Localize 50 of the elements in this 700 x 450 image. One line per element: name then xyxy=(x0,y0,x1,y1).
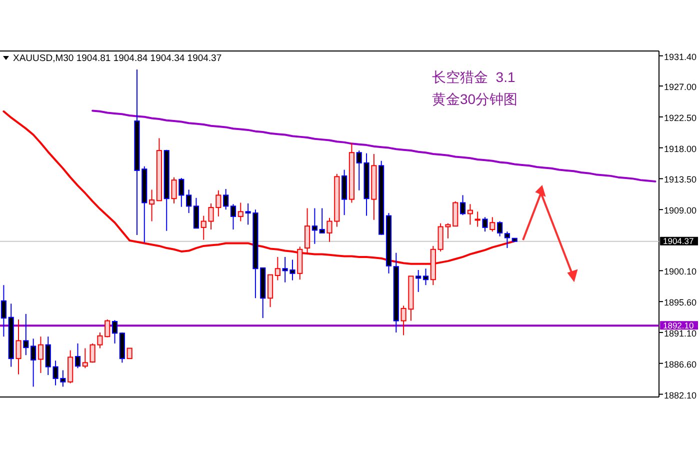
candlestick xyxy=(304,208,310,254)
candlestick xyxy=(38,336,44,374)
candlestick xyxy=(474,211,480,228)
candlestick xyxy=(0,284,6,338)
candlestick xyxy=(342,169,348,216)
y-tick-label: 1895.60 xyxy=(664,298,697,308)
ref-line: 1892.10 xyxy=(0,320,698,330)
candlestick xyxy=(230,204,236,230)
candlestick xyxy=(112,320,118,344)
y-tick-label: 1900.10 xyxy=(664,266,697,277)
y-tick-label: 1922.50 xyxy=(664,112,697,123)
candlestick xyxy=(82,348,88,369)
candlestick xyxy=(178,178,184,208)
y-tick-label: 1913.50 xyxy=(664,174,697,185)
y-tick-label: 1931.40 xyxy=(664,52,697,62)
candlestick xyxy=(422,268,429,286)
ref-line-label: 1904.37 xyxy=(663,236,694,246)
y-tick-label: 1927.00 xyxy=(664,82,697,92)
candlestick xyxy=(148,189,155,222)
y-tick-label: 1909.00 xyxy=(664,206,697,216)
candlestick xyxy=(238,202,244,222)
candlestick xyxy=(274,256,280,281)
line-series xyxy=(92,110,656,182)
annotation: 黄金30分钟图 xyxy=(432,91,518,107)
candlestick xyxy=(482,216,488,232)
candlestick xyxy=(23,313,29,356)
candlestick xyxy=(319,208,325,234)
ref-line-label: 1892.10 xyxy=(663,320,694,330)
candlestick xyxy=(416,269,422,292)
y-tick-label: 1891.10 xyxy=(664,328,697,338)
candlestick xyxy=(312,208,318,244)
candlestick xyxy=(193,197,200,229)
y-tick-label: 1918.00 xyxy=(664,144,697,154)
candlestick xyxy=(16,318,22,375)
candlestick xyxy=(126,348,132,360)
candlestick xyxy=(186,189,192,214)
candlestick xyxy=(497,220,503,237)
candlestick xyxy=(223,188,229,210)
candlestick xyxy=(460,194,466,216)
candlestick xyxy=(467,204,473,226)
y-tick-label: 1886.60 xyxy=(664,359,697,370)
candlestick xyxy=(267,274,274,308)
candlestick xyxy=(504,231,510,249)
candlestick xyxy=(171,176,177,204)
y-tick-label: 1882.10 xyxy=(664,390,697,400)
candlestick xyxy=(30,338,36,388)
annotation: 长空猎金 3.1 xyxy=(432,69,516,85)
chart-title: XAUUSD,M30 1904.81 1904.84 1904.34 1904.37 xyxy=(13,53,222,64)
candlestick xyxy=(74,342,81,369)
candlestick xyxy=(490,216,496,232)
